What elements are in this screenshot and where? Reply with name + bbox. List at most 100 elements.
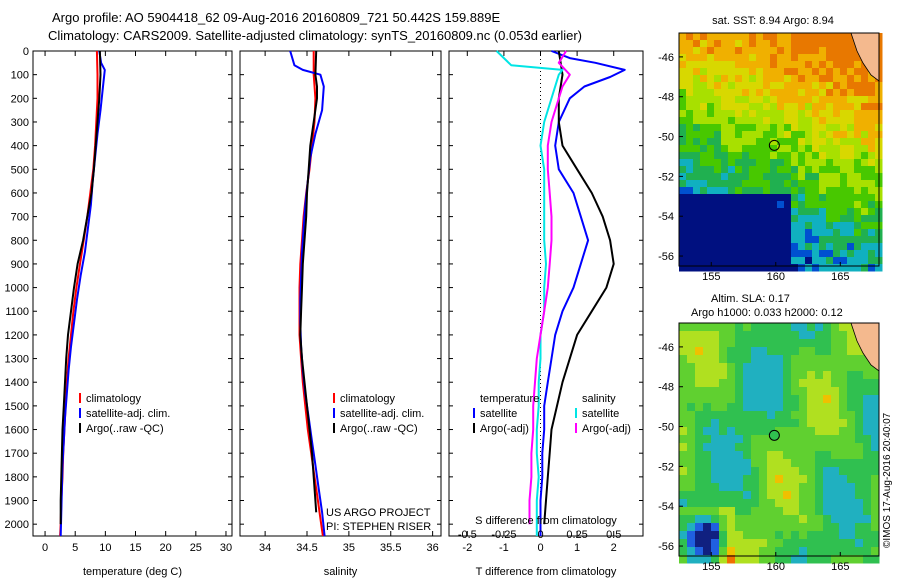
map-cell <box>783 491 792 500</box>
map-cell <box>749 222 757 230</box>
map-cell <box>826 138 834 146</box>
map-cell <box>735 236 743 244</box>
map-cell <box>833 138 841 146</box>
map-cell <box>831 427 840 436</box>
map-cell <box>767 379 776 388</box>
map-cell <box>703 515 712 524</box>
map-cell <box>861 131 869 139</box>
map-cell <box>707 243 715 251</box>
map-cell <box>871 515 880 524</box>
map-cell <box>751 499 760 508</box>
map-cell <box>686 194 694 202</box>
map-cell <box>807 355 816 364</box>
map-cell <box>775 499 784 508</box>
map-cell <box>831 507 840 516</box>
x-tick-label: -2 <box>462 542 472 554</box>
map-cell <box>770 75 778 83</box>
map-cell <box>839 491 848 500</box>
series-line-satellite_salinity <box>495 50 564 536</box>
map-cell <box>714 54 722 62</box>
map-cell <box>805 117 813 125</box>
map-cell <box>767 339 776 348</box>
map-cell <box>756 40 764 48</box>
map-cell <box>742 264 750 272</box>
map-cell <box>719 451 728 460</box>
map-cell <box>721 145 729 153</box>
map-cell <box>815 371 824 380</box>
map-cell <box>798 222 806 230</box>
map-cell <box>815 355 824 364</box>
map-cell <box>743 339 752 348</box>
map-cell <box>763 96 771 104</box>
map-cell <box>763 47 771 55</box>
map-cell <box>799 531 808 540</box>
map-cell <box>791 89 799 97</box>
map-cell <box>815 331 824 340</box>
map-cell <box>679 124 687 132</box>
map-cell <box>847 355 856 364</box>
map-cell <box>719 459 728 468</box>
map-cell <box>751 451 760 460</box>
map-cell <box>703 531 712 540</box>
map-cell <box>799 443 808 452</box>
map-cell <box>833 222 841 230</box>
map-cell <box>783 427 792 436</box>
map-cell <box>807 539 816 548</box>
map-cell <box>819 166 827 174</box>
map-cell <box>812 201 820 209</box>
map-cell <box>831 371 840 380</box>
map-cell <box>693 229 701 237</box>
map-cell <box>763 229 771 237</box>
map-cell <box>861 103 869 111</box>
map-cell <box>686 208 694 216</box>
map-cell <box>743 411 752 420</box>
map-cell <box>863 547 872 556</box>
map-cell <box>693 82 701 90</box>
map-cell <box>700 75 708 83</box>
map-cell <box>854 208 862 216</box>
map-cell <box>719 531 728 540</box>
map-cell <box>735 89 743 97</box>
map-cell <box>871 459 880 468</box>
map-cell <box>812 264 820 272</box>
map-cell <box>783 483 792 492</box>
map-cell <box>767 331 776 340</box>
map-cell <box>679 201 687 209</box>
map-cell <box>735 339 744 348</box>
map-cell <box>855 499 864 508</box>
map-cell <box>812 82 820 90</box>
map-cell <box>751 459 760 468</box>
map-cell <box>819 257 827 265</box>
map-cell <box>812 110 820 118</box>
map-cell <box>783 363 792 372</box>
map-cell <box>767 507 776 516</box>
map-cell <box>763 117 771 125</box>
map-cell <box>749 187 757 195</box>
map-cell <box>791 194 799 202</box>
map-cell <box>847 152 855 160</box>
map-cell <box>847 40 855 48</box>
map-cell <box>719 355 728 364</box>
map-cell <box>784 145 792 153</box>
map-cell <box>868 243 876 251</box>
map-cell <box>791 443 800 452</box>
map-cell <box>719 547 728 556</box>
map-cell <box>868 96 876 104</box>
map-cell <box>728 75 736 83</box>
map-cell <box>805 40 813 48</box>
map-cell <box>831 499 840 508</box>
map-cell <box>791 339 800 348</box>
map-cell <box>784 257 792 265</box>
map-cell <box>719 555 728 564</box>
map-cell <box>819 54 827 62</box>
map-cell <box>784 54 792 62</box>
map-cell <box>798 61 806 69</box>
map-cell <box>777 124 785 132</box>
map-cell <box>847 507 856 516</box>
map-cell <box>686 264 694 272</box>
map-cell <box>714 201 722 209</box>
map-cell <box>861 194 869 202</box>
map-cell <box>807 323 816 332</box>
map-cell <box>805 131 813 139</box>
map-cell <box>819 159 827 167</box>
